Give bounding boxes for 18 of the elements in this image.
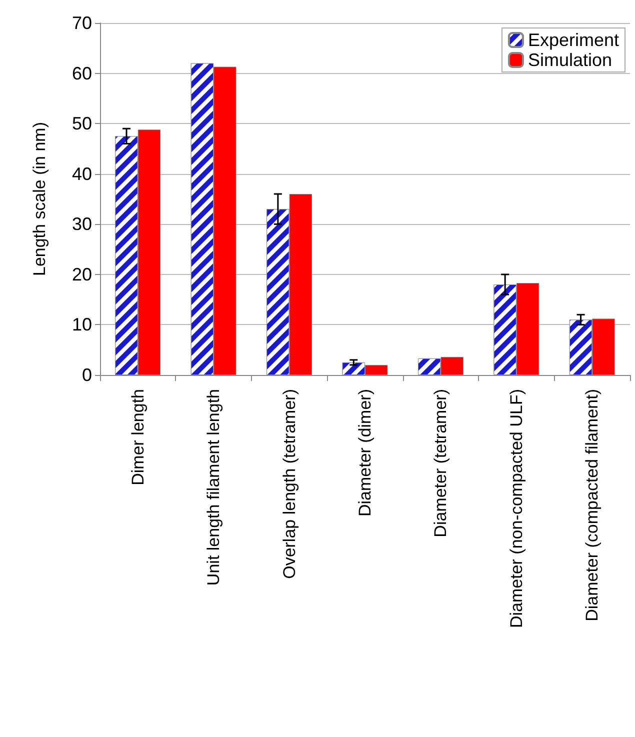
y-tick-label: 0 (82, 365, 92, 385)
y-tick-label: 70 (72, 13, 92, 33)
x-tick-label: Unit length filament length (204, 389, 224, 586)
legend-label: Simulation (528, 50, 612, 70)
y-tick-label: 60 (72, 63, 92, 84)
y-tick-label: 50 (72, 114, 92, 134)
legend-label: Experiment (528, 30, 620, 50)
y-tick-label: 40 (72, 164, 92, 184)
y-axis-title: Length scale (in nm) (30, 122, 49, 276)
x-tick-label: Diameter (compacted filament) (582, 389, 602, 622)
y-tick-label: 30 (72, 214, 92, 234)
x-tick-label: Overlap length (tetramer) (280, 389, 299, 579)
x-tick-label: Diameter (non-compacted ULF) (506, 389, 526, 628)
y-tick-label: 20 (72, 264, 92, 284)
x-tick-label: Dimer length (128, 389, 148, 486)
y-tick-label: 10 (72, 314, 92, 335)
x-tick-label: Diameter (tetramer) (431, 389, 450, 538)
x-tick-label: Diameter (dimer) (356, 389, 374, 517)
